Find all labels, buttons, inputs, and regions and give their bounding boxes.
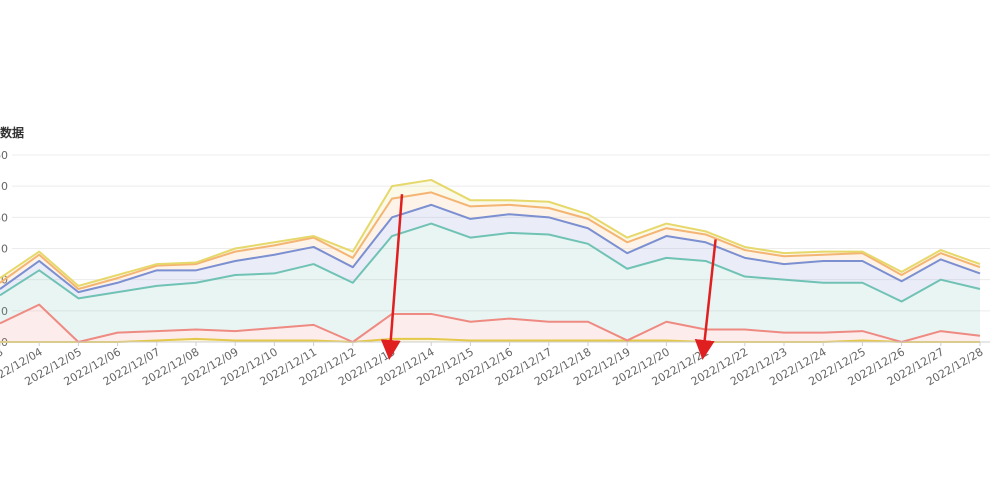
x-axis <box>0 341 990 346</box>
y-tick-label: 60 <box>0 149 8 162</box>
series-line-6 <box>0 178 981 287</box>
y-tick-label: 30 <box>0 243 8 256</box>
x-axis-labels: 2022/12/032022/12/042022/12/052022/12/06… <box>0 345 986 388</box>
annotations <box>380 194 717 360</box>
annotation-arrow-2 <box>694 239 717 360</box>
series-area-2 <box>0 304 980 342</box>
series-line-2 <box>0 303 981 343</box>
y-tick-label: 40 <box>0 211 8 224</box>
series-line-5 <box>0 191 981 291</box>
series-line-4 <box>0 203 981 294</box>
series-lines <box>0 178 981 343</box>
y-tick-label: 10 <box>0 305 8 318</box>
series-line-3 <box>0 222 981 303</box>
chart-title: 数据 <box>0 126 25 140</box>
series-area-6 <box>0 179 980 290</box>
series-area-3 <box>0 223 980 342</box>
series-area-5 <box>0 192 980 293</box>
y-tick-label: 50 <box>0 180 8 193</box>
annotation-arrow-1 <box>380 194 404 360</box>
